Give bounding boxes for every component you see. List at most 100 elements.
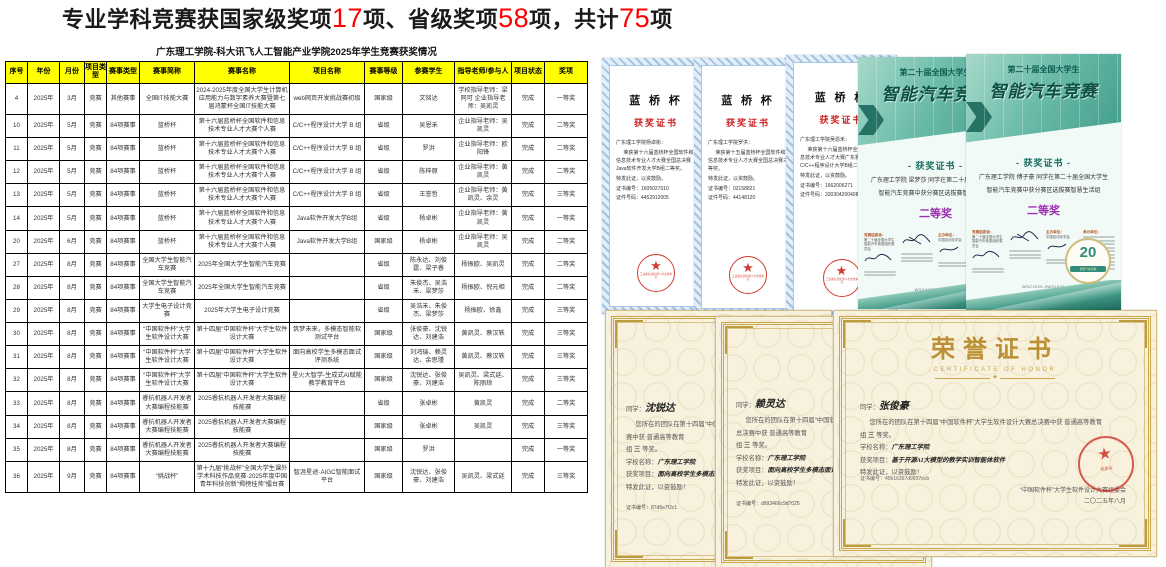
table-cell: 竞赛 — [84, 113, 107, 139]
table-cell: 省级 — [364, 391, 403, 416]
table-title: 广东理工学院-科大讯飞人工智能产业学院2025年学生竞赛获奖情况 — [156, 47, 437, 58]
table-cell: 蓝桥杯 — [139, 183, 195, 208]
table-cell: 10 — [5, 113, 28, 139]
table-cell: 张卓彬 — [402, 391, 455, 416]
table-cell: 杨振欧、徐鑫 — [454, 298, 512, 324]
table-cell: 29 — [5, 298, 28, 324]
table-cell: 国家级 — [364, 460, 403, 494]
host-name: 中国自动化学会 — [938, 237, 962, 242]
honor-title-en: CERTIFICATE OF HONOR — [933, 367, 1057, 373]
table-cell: 84项赛事 — [106, 345, 140, 370]
table-cell: 12 — [5, 160, 28, 185]
table-cell: 竞赛 — [84, 391, 107, 416]
table-cell: 省级 — [364, 275, 403, 300]
table-cell: 完成 — [511, 345, 545, 370]
table-cell: 第十四届“中国软件杯”大学生软件设计大赛 — [194, 368, 290, 393]
table-cell: 罗洪 — [402, 137, 455, 162]
table-cell: Java软件开发大学B组 — [289, 229, 365, 254]
table-cell — [454, 437, 512, 462]
title-text-2: 项、省级奖项 — [363, 7, 499, 32]
table-cell: 20 — [5, 229, 28, 254]
student-label: 同学： — [860, 404, 879, 411]
table-cell: 一等奖 — [544, 82, 588, 115]
award-body: 荣获第十六届蓝桥杯全国软件和信息技术专业人才大赛全国总决赛Java软件开发大学B… — [616, 150, 694, 172]
table-cell: 三等奖 — [544, 345, 588, 370]
table-cell: 84项赛事 — [106, 368, 140, 393]
table-cell: 竞赛 — [84, 414, 107, 439]
table-cell: 2025年全国大学生智能汽车竞赛 — [194, 275, 290, 300]
table-cell: 第十四届“中国软件杯”大学生软件设计大赛 — [194, 345, 290, 370]
table-cell: 2025年 — [27, 137, 60, 162]
school-label: 学校名称： — [626, 458, 658, 466]
table-cell: 国家级 — [364, 82, 403, 115]
table-row: 4 2025年 3月 竞赛 其他赛事 全国IT技能大赛 2024-2025年度全国大学生计算… — [5, 82, 588, 115]
table-cell: 吴凯灵 — [454, 414, 512, 439]
column-header: 赛事名称 — [194, 61, 290, 84]
table-cell: 完成 — [511, 275, 545, 300]
table-cell: 二等奖 — [544, 252, 588, 277]
table-row: 11 2025年 5月 竞赛 84项赛事 蓝桥杯 第十六届蓝桥杯全国软件和信息技术专业人才大… — [5, 137, 588, 162]
table-cell: 84项赛事 — [106, 252, 140, 277]
table-cell — [289, 414, 365, 439]
project-label: 获奖项目： — [626, 471, 658, 479]
issue-line: 特发此证，以资鼓励。 — [708, 176, 759, 182]
table-cell: 84项赛事 — [106, 322, 140, 347]
school-label: 学校名称： — [736, 454, 768, 462]
column-header: 赛事简称 — [139, 61, 195, 84]
table-cell: 国家级 — [364, 229, 403, 254]
table-cell: 杨振欧、吴凯灵 — [454, 252, 512, 277]
table-cell: 2025年 — [27, 298, 60, 324]
star-icon: ★ — [742, 260, 754, 275]
table-cell: 84项赛事 — [106, 437, 140, 462]
table-cell: 省级 — [364, 160, 403, 185]
table-cell: 84项赛事 — [106, 113, 140, 139]
table-cell: 省级 — [364, 183, 403, 208]
seal-text: 工业和信息化部人才交流中心 — [731, 274, 765, 281]
table-cell: 省级 — [364, 206, 403, 231]
issuing-org: “中国软件杯”大学生软件设计大赛组委会 — [1020, 487, 1126, 494]
table-row: 20 2025年 6月 竞赛 84项赛事 蓝桥杯 第十六届蓝桥杯全国软件和信息技术专业人才大… — [5, 229, 588, 254]
page-title: 专业学科竞赛获国家级奖项17项、省级奖项58项，共计75项 — [62, 2, 673, 34]
award-body: 荣获第十五届蓝桥杯全国软件和信息技术专业人才大赛全国总决赛三等奖。 — [708, 150, 789, 172]
table-cell: 2025睿抗机器人开发者大赛编程技能赛 — [194, 437, 290, 462]
issue-line: 特发此证，以资鼓励。 — [616, 176, 667, 182]
badge-number: 20 — [1079, 244, 1097, 261]
table-cell: 竞赛 — [84, 322, 107, 347]
official-seal-icon: ★ 工业和信息化部人才交流中心 — [729, 256, 767, 294]
host-label: 主办单位： — [1046, 229, 1064, 234]
table-cell: 星火大智学-生成式AI赋能教学教育平台 — [289, 368, 365, 393]
table-cell: 完成 — [511, 113, 545, 139]
honor-certificate-3: 荣誉证书 CERTIFICATE OF HONOR 同学：张俊豪 您所在的团队在… — [833, 310, 1157, 557]
grade-post: 等奖。 — [642, 446, 661, 454]
smartcar-certificate-2: 第二十届全国大学生 智能汽车竞赛 - 获奖证书 - 广东理工学院 傅子豪 同学在… — [966, 54, 1121, 310]
table-cell: C/C++程序设计大学 B 组 — [289, 113, 365, 139]
table-cell: 二等奖 — [544, 391, 588, 416]
corner-flourish-icon — [843, 519, 871, 547]
certificate-number: 证书编号：87d6e7f2c1 — [626, 504, 678, 511]
table-row: 13 2025年 5月 竞赛 84项赛事 蓝桥杯 第十六届蓝桥杯全国软件和信息技术专业人才大… — [5, 183, 588, 208]
table-cell: 完成 — [511, 391, 545, 416]
table-cell — [289, 391, 365, 416]
table-cell: 二等奖 — [544, 229, 588, 254]
table-cell: 2025年 — [27, 322, 60, 347]
table-cell: 完成 — [511, 298, 545, 324]
table-cell: 三等奖 — [544, 368, 588, 393]
table-cell: 84项赛事 — [106, 229, 140, 254]
table-cell: 竞赛 — [84, 82, 107, 115]
award-grade: 二等奖 — [1027, 204, 1060, 217]
table-cell: 35 — [5, 437, 28, 462]
signature-icon — [1047, 243, 1067, 250]
table-cell: 14 — [5, 206, 28, 231]
awards-table-section: 广东理工学院-科大讯飞人工智能产业学院2025年学生竞赛获奖情况 序号 年份 月份项… — [5, 44, 588, 494]
table-cell: 完成 — [511, 437, 545, 462]
chevron-decoration-icon — [858, 105, 884, 135]
table-cell: 完成 — [511, 183, 545, 208]
table-cell: 8月 — [59, 322, 85, 347]
table-row: 27 2025年 8月 竞赛 84项赛事 全国大学生智能汽车竞赛 2025年全国大学生智能汽… — [5, 252, 588, 277]
issue-line: 特发此证，以资鼓励！ — [860, 469, 923, 477]
table-row: 34 2025年 8月 竞赛 84项赛事 睿抗机器人开发者大赛编程技能赛 2025睿抗机器人… — [5, 414, 588, 439]
table-cell: 国家级 — [364, 414, 403, 439]
award-line: 智能汽车竞赛中获分赛区选拔赛智慧生活组 — [878, 191, 993, 198]
table-cell: 2025年 — [27, 229, 60, 254]
lanqiao-certificate-1: 蓝 桥 杯 获奖证书 广东理工学院杨卓彬： 荣获第十六届蓝桥杯全国软件和信息技术… — [602, 58, 710, 314]
